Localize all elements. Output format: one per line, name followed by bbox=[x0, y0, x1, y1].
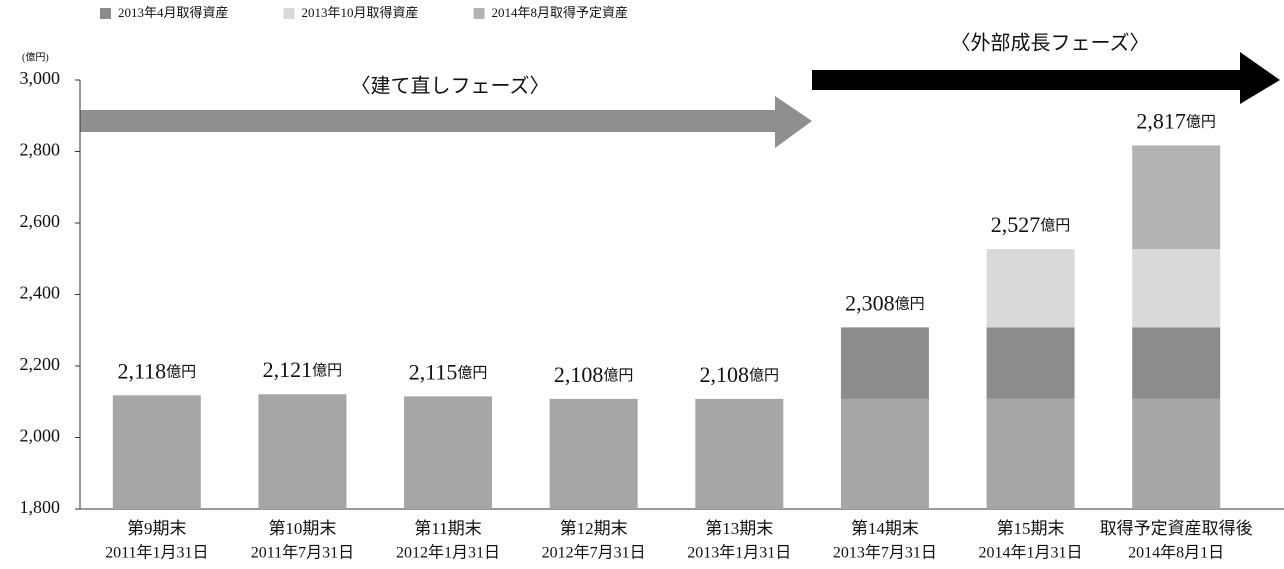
y-tick-label: 2,200 bbox=[20, 354, 61, 374]
x-tick-sublabel: 2011年1月31日 bbox=[105, 544, 208, 562]
x-tick-label: 第14期末 bbox=[851, 519, 919, 538]
bar-segment bbox=[986, 327, 1075, 399]
y-tick-label: 1,800 bbox=[20, 497, 61, 517]
x-tick-sublabel: 2014年8月1日 bbox=[1128, 544, 1224, 562]
total-value: 2,115 bbox=[409, 359, 458, 384]
total-value: 2,308 bbox=[845, 290, 895, 315]
total-value: 2,121 bbox=[263, 357, 313, 382]
phase-label: 〈建て直しフェーズ〉 bbox=[351, 75, 550, 98]
bar-segment bbox=[840, 327, 929, 399]
x-tick-label: 第13期末 bbox=[705, 519, 773, 538]
phase-arrow bbox=[80, 96, 812, 148]
bar-segment bbox=[1132, 145, 1221, 250]
total-unit: 億円 bbox=[457, 365, 487, 382]
x-tick-label: 第11期末 bbox=[414, 519, 481, 538]
total-unit: 億円 bbox=[749, 367, 779, 384]
y-unit: (億円) bbox=[22, 50, 49, 63]
legend-label: 2013年10月取得資産 bbox=[302, 5, 419, 20]
legend-swatch bbox=[283, 8, 295, 19]
y-tick-label: 2,400 bbox=[20, 283, 61, 303]
legend-swatch bbox=[100, 8, 111, 19]
total-label: 2,115億円 bbox=[409, 359, 488, 384]
x-tick-label: 第15期末 bbox=[997, 519, 1065, 538]
total-unit: 億円 bbox=[603, 367, 633, 384]
bar-segment bbox=[258, 394, 347, 509]
phase-label: 〈外部成長フェーズ〉 bbox=[951, 32, 1150, 55]
total-value: 2,108 bbox=[554, 362, 604, 387]
bar-segment bbox=[1132, 327, 1221, 399]
bar-segment bbox=[1132, 398, 1221, 509]
total-label: 2,118億円 bbox=[117, 358, 196, 383]
x-tick-sublabel: 2012年1月31日 bbox=[396, 544, 500, 562]
x-tick-sublabel: 2012年7月31日 bbox=[542, 544, 646, 562]
x-tick-label: 取得予定資産取得後 bbox=[1100, 519, 1253, 538]
y-tick-label: 2,600 bbox=[20, 211, 61, 231]
legend-swatch bbox=[473, 8, 485, 19]
y-tick-label: 2,000 bbox=[20, 426, 61, 446]
total-unit: 億円 bbox=[1186, 114, 1216, 131]
total-label: 2,108億円 bbox=[554, 362, 634, 387]
total-label: 2,108億円 bbox=[700, 362, 780, 387]
total-unit: 億円 bbox=[166, 364, 196, 381]
total-label: 2,308億円 bbox=[845, 290, 925, 315]
x-tick-sublabel: 2011年7月31日 bbox=[251, 544, 354, 562]
x-tick-sublabel: 2014年1月31日 bbox=[979, 544, 1083, 562]
x-tick-label: 第9期末 bbox=[127, 519, 187, 538]
bar-segment bbox=[986, 398, 1075, 509]
bar-segment bbox=[840, 398, 929, 509]
bar-segment bbox=[112, 395, 201, 509]
legend-label: 2013年4月取得資産 bbox=[118, 5, 229, 20]
total-value: 2,118 bbox=[117, 358, 166, 383]
bar-segment bbox=[1132, 249, 1221, 328]
legend-label: 2014年8月取得予定資産 bbox=[492, 5, 629, 20]
total-unit: 億円 bbox=[312, 363, 342, 380]
total-label: 2,121億円 bbox=[263, 357, 343, 382]
x-tick-sublabel: 2013年7月31日 bbox=[833, 544, 937, 562]
total-value: 2,108 bbox=[700, 362, 750, 387]
total-label: 2,527億円 bbox=[991, 212, 1071, 237]
bar-segment bbox=[986, 249, 1075, 328]
x-tick-sublabel: 2013年1月31日 bbox=[687, 544, 791, 562]
bar-segment bbox=[549, 398, 638, 509]
y-tick-label: 3,000 bbox=[20, 68, 61, 88]
total-value: 2,527 bbox=[991, 212, 1041, 237]
total-unit: 億円 bbox=[895, 296, 925, 313]
x-tick-label: 第10期末 bbox=[268, 519, 336, 538]
bar-segment bbox=[695, 398, 784, 509]
total-label: 2,817億円 bbox=[1136, 108, 1216, 133]
y-tick-label: 2,800 bbox=[20, 140, 61, 160]
phase-arrow bbox=[812, 52, 1280, 104]
total-unit: 億円 bbox=[1040, 218, 1070, 235]
bar-segment bbox=[404, 396, 493, 509]
x-tick-label: 第12期末 bbox=[560, 519, 628, 538]
total-value: 2,817 bbox=[1136, 108, 1186, 133]
